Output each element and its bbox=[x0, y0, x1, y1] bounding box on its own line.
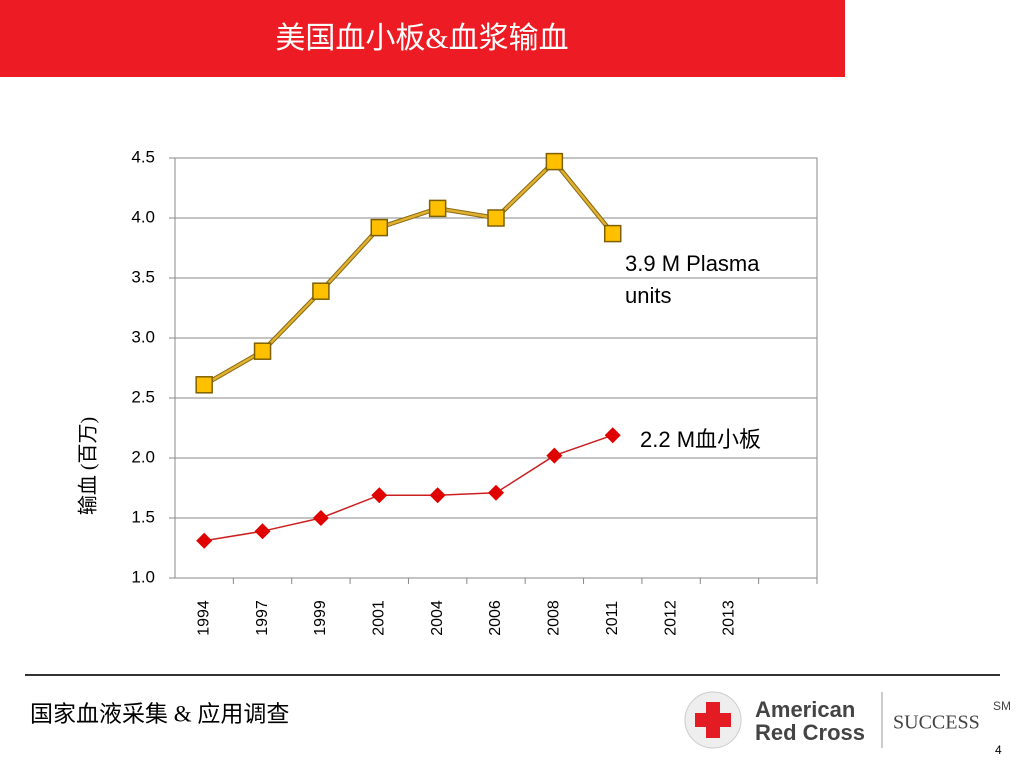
marker bbox=[546, 447, 563, 464]
marker bbox=[195, 376, 213, 394]
marker bbox=[312, 282, 330, 300]
marker bbox=[429, 487, 446, 504]
marker bbox=[487, 209, 505, 227]
annotation: 3.9 M Plasma bbox=[625, 251, 760, 276]
page-number: 4 bbox=[995, 743, 1002, 757]
y-tick-label: 2.5 bbox=[131, 387, 155, 406]
marker bbox=[545, 152, 564, 171]
marker bbox=[488, 484, 504, 501]
marker bbox=[312, 510, 329, 526]
slide-title: 美国血小板&血浆输血 bbox=[275, 22, 568, 55]
x-tick-label: 1999 bbox=[312, 600, 329, 636]
marker bbox=[428, 199, 447, 218]
y-tick-label: 3.0 bbox=[131, 327, 155, 346]
marker bbox=[604, 427, 621, 444]
marker bbox=[254, 523, 271, 540]
tagline-mark: SM bbox=[993, 699, 1011, 713]
y-tick-label: 4.0 bbox=[131, 207, 155, 226]
title-bar bbox=[0, 0, 845, 77]
series-line bbox=[204, 434, 613, 542]
y-tick-label: 4.5 bbox=[131, 147, 155, 166]
x-tick-label: 2012 bbox=[662, 600, 679, 636]
x-tick-label: 1997 bbox=[254, 600, 271, 636]
y-axis-title: 输血 (百万) bbox=[77, 417, 100, 515]
marker bbox=[253, 342, 272, 360]
marker bbox=[196, 532, 213, 549]
x-tick-label: 2011 bbox=[604, 601, 621, 636]
red-cross bbox=[695, 702, 731, 738]
x-tick-label: 2004 bbox=[429, 600, 446, 636]
annotation: 2.2 M血小板 bbox=[640, 427, 761, 452]
x-tick-label: 2008 bbox=[546, 600, 563, 636]
logo-text: Red Cross bbox=[755, 720, 865, 745]
series-line bbox=[203, 159, 614, 386]
annotation: units bbox=[625, 283, 671, 308]
footer-text: 国家血液采集 & 应用调查 bbox=[30, 701, 289, 726]
x-tick-label: 2001 bbox=[370, 600, 387, 636]
y-tick-label: 1.0 bbox=[131, 567, 155, 586]
x-tick-label: 1994 bbox=[195, 600, 212, 636]
y-tick-label: 3.5 bbox=[131, 267, 155, 286]
marker bbox=[603, 224, 622, 243]
y-tick-label: 1.5 bbox=[131, 507, 155, 526]
tagline: SUCCESS bbox=[893, 712, 980, 734]
y-tick-label: 2.0 bbox=[131, 447, 155, 466]
x-tick-label: 2013 bbox=[721, 600, 738, 636]
x-tick-label: 2006 bbox=[487, 600, 504, 636]
logo-text: American bbox=[755, 697, 855, 722]
marker bbox=[370, 218, 389, 237]
marker bbox=[371, 487, 388, 504]
